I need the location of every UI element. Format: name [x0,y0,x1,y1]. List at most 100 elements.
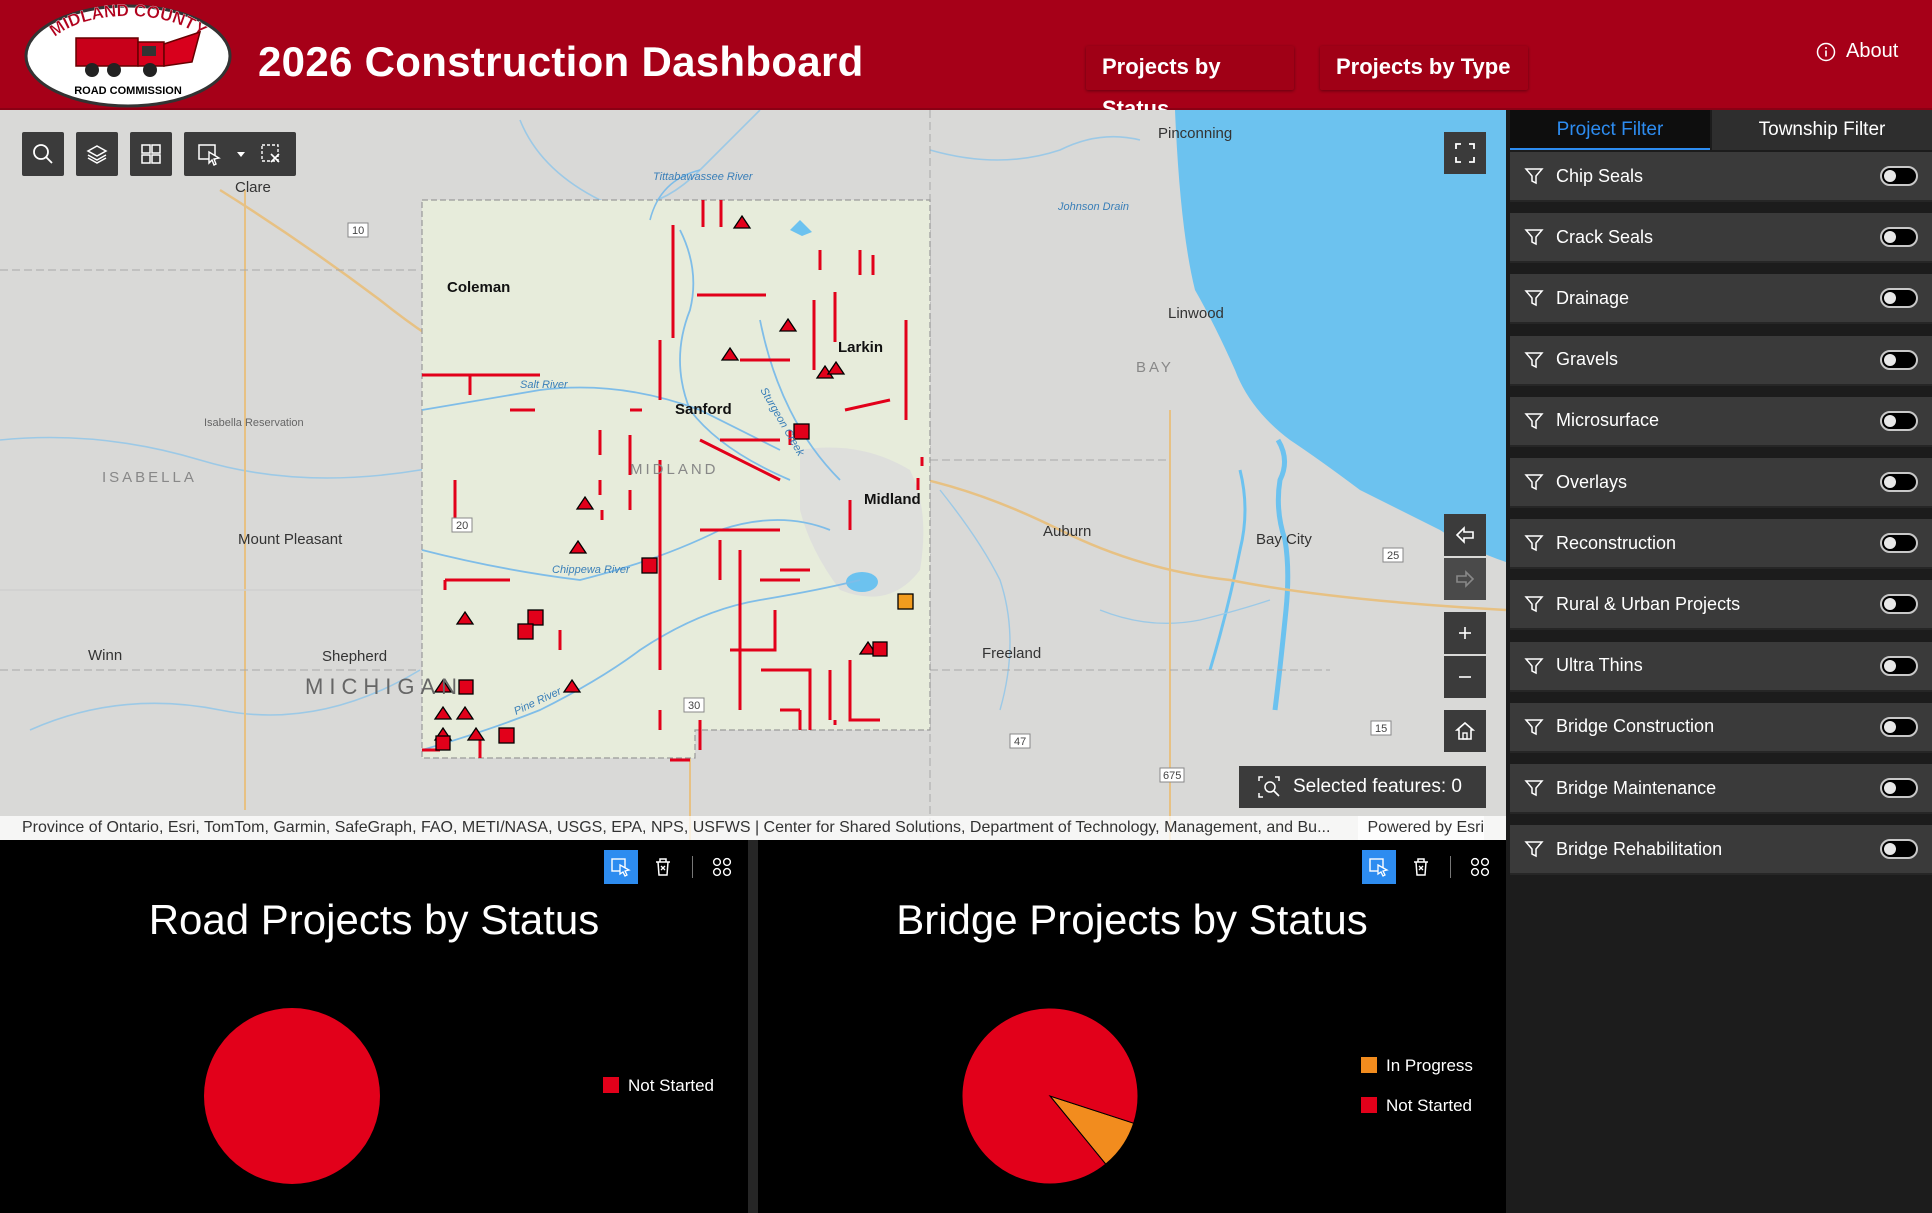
filter-item[interactable]: Reconstruction [1510,519,1932,570]
filter-toggle[interactable] [1880,410,1918,431]
svg-text:Winn: Winn [88,647,122,664]
legend-swatch[interactable] [603,1077,619,1093]
app-header: MIDLAND COUNTY ROAD COMMISSION 2026 Cons… [0,0,1932,121]
search-icon [33,144,53,164]
filter-icon [1524,780,1544,797]
tab-township-filter[interactable]: Township Filter [1712,110,1932,150]
legend-label[interactable]: Not Started [628,1076,714,1095]
select-tool-group[interactable] [184,132,296,176]
basemap-gallery-button[interactable] [130,132,172,176]
powered-by-esri[interactable]: Powered by Esri [1357,816,1484,840]
chart-options-button[interactable] [705,850,739,884]
chevron-down-icon[interactable] [235,148,247,160]
selected-features-button[interactable]: Selected features: 0 [1239,766,1486,808]
chart-toolbar [1362,850,1497,884]
select-icon [611,858,631,877]
map-attribution: Province of Ontario, Esri, TomTom, Garmi… [0,816,1506,840]
legend-label[interactable]: In Progress [1386,1056,1473,1075]
road-status-pie[interactable]: Not Started [0,840,748,1213]
filter-icon [1524,413,1544,430]
zoom-out-button[interactable] [1444,656,1486,698]
select-icon[interactable] [197,142,223,166]
home-button[interactable] [1444,710,1486,752]
svg-text:Sanford: Sanford [675,401,732,418]
filter-label: Crack Seals [1556,226,1654,247]
filter-label: Bridge Rehabilitation [1556,838,1723,859]
pie-slice-not-started[interactable] [961,1007,1139,1185]
next-extent-button[interactable] [1444,558,1486,600]
zoom-out-icon [1459,676,1471,678]
basemap-gallery-icon [141,144,161,164]
filter-toggle[interactable] [1880,349,1918,370]
projects-by-status-button[interactable]: Projects by Status [1086,46,1294,121]
filter-item[interactable]: Microsurface [1510,396,1932,447]
zoom-in-button[interactable] [1444,612,1486,654]
bridge-status-pie[interactable]: In Progress Not Started [758,840,1506,1213]
chart-title: Road Projects by Status [148,896,600,943]
svg-text:Chippewa River: Chippewa River [552,564,631,576]
chart-options-button[interactable] [1463,850,1497,884]
filter-toggle[interactable] [1880,166,1918,186]
filter-item[interactable]: Drainage [1510,274,1932,325]
filter-item[interactable]: Crack Seals [1510,213,1932,264]
svg-text:25: 25 [1387,550,1399,562]
filter-label: Reconstruction [1556,532,1677,553]
filter-toggle[interactable] [1880,472,1918,492]
legend-swatch[interactable] [1361,1057,1377,1073]
filter-toggle[interactable] [1880,778,1918,798]
filter-icon [1524,290,1544,307]
pie-slice-not-started[interactable] [204,1008,380,1184]
filter-toggle[interactable] [1880,839,1918,860]
filter-item[interactable]: Gravels [1510,335,1932,386]
selection-filter-button[interactable] [1362,850,1396,884]
selection-filter-button[interactable] [604,850,638,884]
filter-item[interactable]: Bridge Construction [1510,702,1932,753]
svg-text:ROAD COMMISSION: ROAD COMMISSION [74,85,182,97]
search-button[interactable] [22,132,64,176]
svg-text:Linwood: Linwood [1168,305,1224,322]
filter-toggle[interactable] [1880,716,1918,737]
filter-toggle[interactable] [1880,655,1918,676]
filter-icon [1524,168,1544,185]
about-button[interactable]: About [1816,40,1898,63]
svg-text:Pinconning: Pinconning [1158,125,1232,142]
projects-by-type-button[interactable]: Projects by Type [1320,46,1528,90]
filter-toggle[interactable] [1880,288,1918,309]
toolbar-separator [1450,856,1451,878]
svg-text:Tittabawassee River: Tittabawassee River [653,171,754,183]
filter-label: Drainage [1556,287,1630,308]
previous-extent-button[interactable] [1444,514,1486,556]
svg-text:MICHIGAN: MICHIGAN [305,674,463,699]
map-view[interactable]: Pinconning Clare Coleman Larkin Sanford … [0,110,1506,840]
filter-item[interactable]: Bridge Maintenance [1510,764,1932,814]
filter-item[interactable]: Ultra Thins [1510,641,1932,692]
filter-toggle[interactable] [1880,594,1918,615]
fullscreen-button[interactable] [1444,132,1486,174]
clear-selection-button[interactable] [1404,850,1438,884]
svg-text:20: 20 [456,520,468,532]
filter-item[interactable]: Chip Seals [1510,152,1932,202]
legend-label[interactable]: Not Started [1386,1096,1472,1115]
filter-toggle[interactable] [1880,227,1918,248]
clear-selection-icon[interactable] [259,142,283,166]
filter-item[interactable]: Bridge Rehabilitation [1510,825,1932,876]
svg-text:Freeland: Freeland [982,645,1041,662]
filter-icon [1524,719,1544,736]
tab-project-filter[interactable]: Project Filter [1510,110,1710,150]
page-title: 2026 Construction Dashboard [258,38,864,85]
svg-text:47: 47 [1014,736,1026,748]
svg-text:Johnson Drain: Johnson Drain [1057,201,1129,213]
filter-label: Microsurface [1556,410,1660,431]
filter-item[interactable]: Overlays [1510,458,1932,508]
svg-text:Salt River: Salt River [520,379,569,391]
clear-selection-button[interactable] [646,850,680,884]
filter-toggle[interactable] [1880,533,1918,554]
legend-swatch[interactable] [1361,1097,1377,1113]
layers-button[interactable] [76,132,118,176]
filter-icon [1524,596,1544,613]
svg-text:10: 10 [352,225,364,237]
road-project-lines [422,200,924,762]
fullscreen-icon [1455,143,1475,163]
filter-item[interactable]: Rural & Urban Projects [1510,580,1932,631]
selected-features-label: Selected features: 0 [1293,776,1462,797]
